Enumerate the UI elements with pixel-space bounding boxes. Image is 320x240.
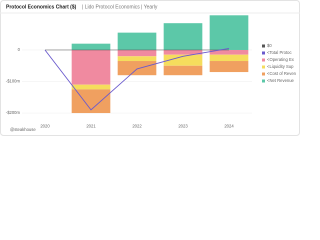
bar xyxy=(71,43,111,50)
x-tick-label: 2020 xyxy=(40,124,50,129)
bar xyxy=(209,15,249,50)
line xyxy=(44,47,230,111)
bar xyxy=(163,49,203,55)
x-tick-label: 2021 xyxy=(86,124,96,129)
legend-swatch xyxy=(262,79,265,83)
bar xyxy=(163,65,203,76)
x-tick-label: 2024 xyxy=(224,124,234,129)
x-tick-label: 2023 xyxy=(178,124,188,129)
x-tick-label: 2022 xyxy=(132,124,142,129)
legend-swatch xyxy=(262,51,265,55)
legend-label: <Cost of Reven xyxy=(267,71,297,76)
legend-label: <Net Revenue xyxy=(267,78,295,83)
y-tick-label: -$200m xyxy=(6,110,21,115)
bar xyxy=(117,49,157,57)
chart-subtitle: | Lido Protocol Economics | Yearly xyxy=(82,4,158,10)
legend-swatch xyxy=(262,72,265,76)
bar xyxy=(117,61,157,76)
chart: Protocol Economics Chart ($) | Lido Prot… xyxy=(0,0,300,136)
bar xyxy=(71,84,111,90)
bar xyxy=(117,32,157,50)
legend-swatch xyxy=(262,44,265,48)
y-tick-label: -$100m xyxy=(6,79,21,84)
bar xyxy=(209,61,249,73)
bar xyxy=(209,49,249,55)
bar xyxy=(163,23,203,50)
legend-swatch xyxy=(262,65,265,69)
bar xyxy=(117,56,157,62)
y-tick-label: 0 xyxy=(18,47,21,52)
bar xyxy=(71,89,111,114)
bar xyxy=(71,49,111,85)
legend-label: $0 xyxy=(267,43,272,48)
footer: @steakhouse xyxy=(10,127,36,132)
legend-label: <Operating Ex xyxy=(267,57,295,62)
legend-swatch xyxy=(262,58,265,62)
chart-title: Protocol Economics Chart ($) xyxy=(6,4,77,10)
legend-label: <Liquidity Sup xyxy=(267,64,294,69)
bar xyxy=(209,54,249,62)
bar xyxy=(163,54,203,66)
legend-label: <Total Protoc xyxy=(267,50,292,55)
